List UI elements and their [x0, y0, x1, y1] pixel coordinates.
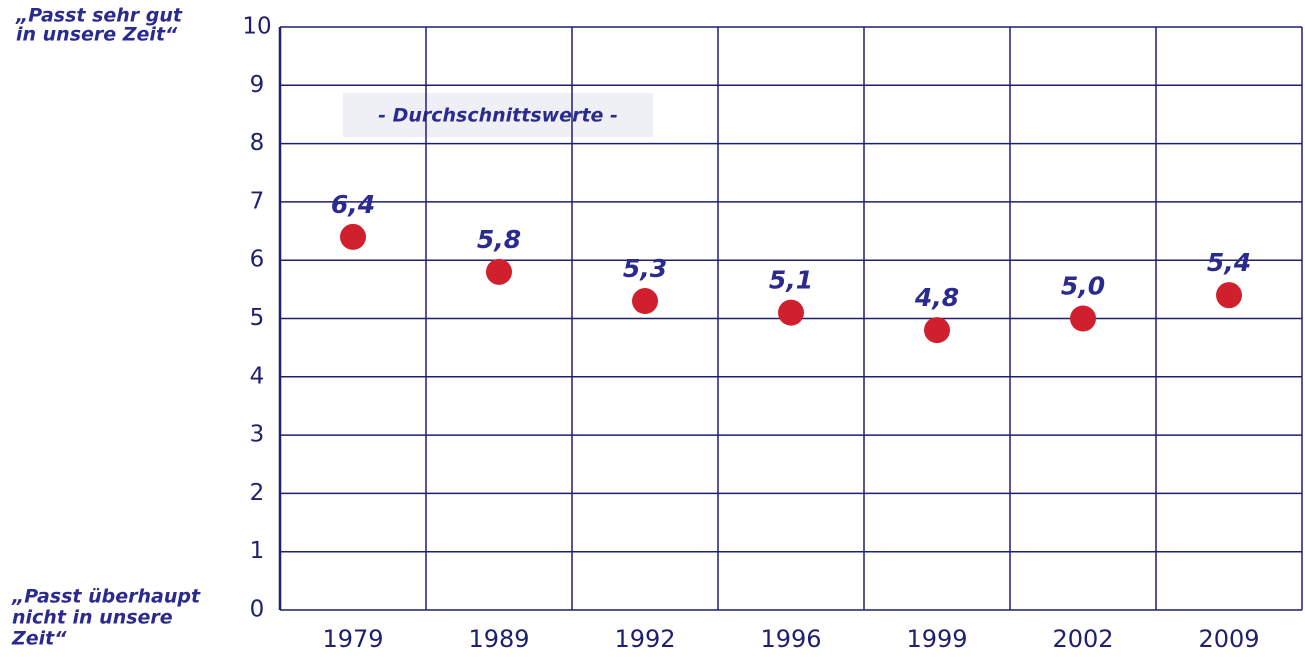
value-label: 6,4 [331, 190, 375, 219]
y-tick-label: 9 [250, 72, 265, 98]
dot [924, 317, 950, 344]
y-top-label: in unsere Zeit“ [16, 24, 178, 46]
y-bottom-label: Zeit“ [11, 628, 67, 650]
dot [778, 299, 804, 326]
dot [486, 258, 512, 285]
x-tick-label: 1979 [322, 625, 383, 653]
y-tick-label: 2 [250, 480, 265, 506]
value-label: 5,3 [623, 254, 667, 283]
value-label: 5,8 [477, 225, 521, 254]
y-tick-label: 4 [250, 363, 265, 389]
subtitle: - Durchschnittswerte - [378, 105, 618, 127]
value-label: 5,0 [1061, 272, 1105, 301]
x-tick-label: 1989 [468, 625, 529, 653]
y-tick-label: 6 [250, 247, 265, 273]
dot [1216, 282, 1242, 309]
y-top-label: „Passt sehr gut [15, 5, 183, 27]
y-tick-label: 5 [250, 305, 265, 331]
dot [1070, 305, 1096, 332]
value-label: 4,8 [914, 283, 959, 312]
x-tick-label: 2002 [1052, 625, 1113, 653]
y-bottom-label: nicht in unsere [12, 607, 173, 629]
x-tick-label: 1996 [760, 625, 821, 653]
y-tick-label: 7 [250, 188, 265, 214]
value-label: 5,1 [769, 266, 813, 295]
y-tick-label: 8 [250, 130, 265, 156]
subtitle-box [343, 93, 653, 137]
x-tick-label: 1999 [906, 625, 967, 653]
x-tick-label: 2009 [1198, 625, 1259, 653]
dot [632, 288, 658, 315]
y-tick-label: 0 [250, 597, 265, 623]
y-bottom-label: „Passt überhaupt [11, 586, 201, 608]
y-tick-label: 3 [250, 422, 265, 448]
x-tick-label: 1992 [614, 625, 675, 653]
y-tick-label: 10 [242, 14, 271, 40]
y-tick-label: 1 [250, 538, 265, 564]
value-label: 5,4 [1207, 248, 1251, 277]
dot [340, 223, 366, 250]
